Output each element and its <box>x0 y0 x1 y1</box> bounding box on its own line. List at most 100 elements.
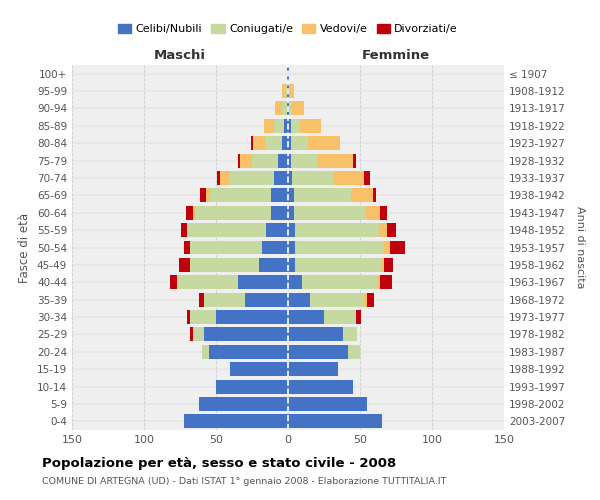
Bar <box>288 310 324 324</box>
Bar <box>284 119 288 133</box>
Bar <box>202 345 209 358</box>
Bar <box>288 362 338 376</box>
Bar <box>343 328 357 342</box>
Bar <box>366 206 380 220</box>
Bar <box>282 84 285 98</box>
Bar <box>385 258 393 272</box>
Text: COMUNE DI ARTEGNA (UD) - Dati ISTAT 1° gennaio 2008 - Elaborazione TUTTITALIA.IT: COMUNE DI ARTEGNA (UD) - Dati ISTAT 1° g… <box>42 478 446 486</box>
Bar <box>288 345 349 358</box>
Bar <box>295 258 382 272</box>
Bar <box>259 258 288 272</box>
Bar <box>377 276 380 289</box>
Bar <box>187 310 190 324</box>
Bar <box>302 276 377 289</box>
Bar <box>200 188 206 202</box>
Bar <box>295 240 385 254</box>
Bar <box>271 206 288 220</box>
Bar <box>364 171 370 185</box>
Bar <box>353 154 356 168</box>
Bar <box>275 102 282 116</box>
Bar <box>356 310 361 324</box>
Bar <box>190 258 259 272</box>
Y-axis label: Fasce di età: Fasce di età <box>19 212 31 282</box>
Bar <box>278 154 288 168</box>
Bar <box>332 171 364 185</box>
Bar <box>186 206 193 220</box>
Bar <box>288 292 310 306</box>
Bar <box>251 136 253 150</box>
Bar <box>245 292 288 306</box>
Bar <box>310 292 364 306</box>
Bar <box>199 397 288 411</box>
Bar <box>388 223 396 237</box>
Bar <box>220 171 230 185</box>
Bar <box>382 258 385 272</box>
Bar <box>288 414 382 428</box>
Bar <box>299 119 321 133</box>
Text: Maschi: Maschi <box>154 50 206 62</box>
Bar <box>193 328 205 342</box>
Bar <box>288 380 353 394</box>
Bar <box>288 171 292 185</box>
Bar <box>190 328 193 342</box>
Bar <box>262 240 288 254</box>
Bar <box>292 102 304 116</box>
Bar <box>289 102 292 116</box>
Bar <box>288 136 291 150</box>
Bar <box>271 188 288 202</box>
Bar <box>289 84 294 98</box>
Bar <box>287 102 288 116</box>
Bar <box>385 240 390 254</box>
Bar <box>288 276 302 289</box>
Bar <box>205 292 245 306</box>
Bar <box>199 292 205 306</box>
Bar <box>288 397 367 411</box>
Bar <box>184 240 190 254</box>
Bar <box>294 188 352 202</box>
Bar <box>291 119 299 133</box>
Bar <box>252 154 278 168</box>
Text: Femmine: Femmine <box>362 50 430 62</box>
Bar <box>288 102 289 116</box>
Bar <box>230 171 274 185</box>
Bar <box>373 188 376 202</box>
Bar <box>216 310 288 324</box>
Bar <box>179 258 190 272</box>
Bar <box>206 188 210 202</box>
Bar <box>196 206 271 220</box>
Bar <box>379 223 388 237</box>
Bar <box>230 362 288 376</box>
Bar <box>294 206 366 220</box>
Bar <box>317 154 353 168</box>
Bar <box>288 328 343 342</box>
Bar <box>274 119 284 133</box>
Bar <box>238 276 288 289</box>
Bar <box>253 136 265 150</box>
Bar <box>193 206 196 220</box>
Bar <box>184 414 288 428</box>
Bar <box>274 171 288 185</box>
Bar <box>367 292 374 306</box>
Bar <box>238 154 241 168</box>
Bar <box>210 188 271 202</box>
Bar <box>288 119 291 133</box>
Bar <box>263 119 274 133</box>
Text: Popolazione per età, sesso e stato civile - 2008: Popolazione per età, sesso e stato civil… <box>42 458 396 470</box>
Bar <box>288 66 289 80</box>
Bar <box>288 223 295 237</box>
Bar <box>209 345 288 358</box>
Bar <box>288 154 291 168</box>
Bar <box>190 240 262 254</box>
Bar <box>177 276 238 289</box>
Bar <box>287 84 288 98</box>
Bar <box>364 292 367 306</box>
Bar <box>205 328 288 342</box>
Bar <box>170 276 177 289</box>
Bar <box>324 310 356 324</box>
Bar <box>241 154 252 168</box>
Bar <box>265 136 282 150</box>
Bar <box>288 206 294 220</box>
Legend: Celibi/Nubili, Coniugati/e, Vedovi/e, Divorziati/e: Celibi/Nubili, Coniugati/e, Vedovi/e, Di… <box>113 20 463 39</box>
Bar <box>291 154 317 168</box>
Bar <box>282 136 288 150</box>
